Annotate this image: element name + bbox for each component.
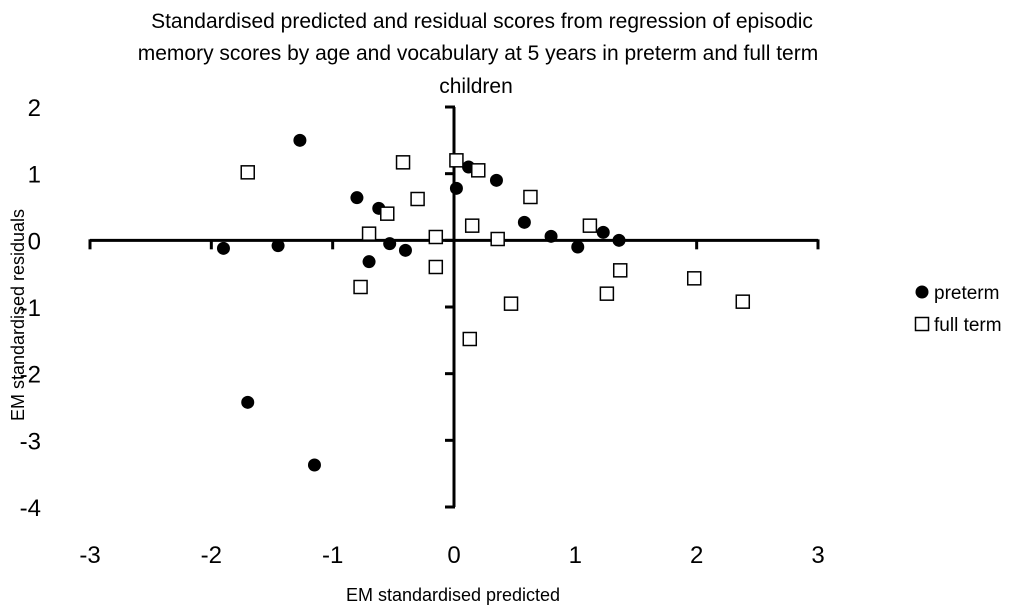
x-tick-label: -1	[322, 542, 343, 569]
x-tick-label: 0	[447, 542, 460, 569]
preterm-point	[398, 243, 412, 257]
chart-title-line-1: Standardised predicted and residual scor…	[151, 10, 813, 33]
x-tick-label: 2	[690, 542, 703, 569]
x-tick-label: -3	[79, 542, 100, 569]
full-term-point	[735, 294, 751, 309]
full-term-point	[462, 331, 478, 347]
legend-preterm-marker	[915, 285, 929, 299]
x-axis-label: EM standardised predicted	[346, 585, 560, 605]
preterm-point	[596, 225, 610, 239]
chart-title-line-3: children	[439, 75, 513, 98]
preterm-point	[383, 237, 397, 251]
y-tick-label: -2	[20, 362, 41, 389]
preterm-point	[489, 173, 503, 187]
x-tick-label: 3	[811, 542, 824, 569]
full-term-point	[380, 206, 395, 221]
full-term-point	[449, 153, 464, 168]
full-term-point	[686, 271, 702, 286]
preterm-point	[271, 239, 285, 253]
full-term-point	[599, 286, 615, 301]
chart-title: Standardised predicted and residual scor…	[138, 10, 818, 98]
full-term-point	[612, 263, 628, 278]
data-points	[216, 133, 751, 472]
preterm-point	[517, 215, 531, 229]
chart-title-line-2: memory scores by age and vocabulary at 5…	[138, 42, 818, 65]
preterm-point	[362, 255, 376, 269]
y-tick-label: 2	[28, 95, 41, 122]
x-tick-label: -2	[201, 542, 222, 569]
y-tick-label: -4	[20, 495, 41, 522]
preterm-point	[449, 181, 463, 195]
full-term-point	[428, 229, 444, 245]
y-tick-label: 1	[28, 162, 41, 189]
preterm-point	[241, 395, 255, 409]
y-tick-labels: 2 1 0 -1 -2 -3 -4	[20, 95, 41, 522]
preterm-point	[216, 241, 230, 255]
x-tick-labels: -3 -2 -1 0 1 2 3	[79, 542, 824, 569]
legend: preterm full term	[914, 283, 1002, 336]
preterm-point	[544, 229, 558, 243]
y-tick-label: -1	[20, 295, 41, 322]
full-term-point	[361, 226, 377, 241]
preterm-point	[293, 133, 307, 147]
full-term-point	[490, 231, 505, 247]
x-tick-label: 1	[569, 542, 582, 569]
full-term-point	[428, 259, 444, 275]
full-term-point	[464, 218, 480, 233]
y-axis-label: EM standardised residuals	[8, 209, 28, 421]
preterm-point	[350, 191, 364, 205]
preterm-point	[612, 233, 626, 247]
legend-preterm-label: preterm	[934, 283, 999, 304]
full-term-point	[582, 218, 598, 233]
full-term-point	[503, 296, 519, 311]
full-term-point	[395, 155, 411, 170]
full-term-point	[410, 191, 425, 207]
legend-full-term-label: full term	[934, 315, 1002, 336]
full-term-point	[353, 279, 368, 295]
full-term-point	[523, 189, 538, 205]
y-tick-label: 0	[28, 228, 41, 255]
preterm-point	[571, 240, 585, 254]
axes	[88, 105, 820, 509]
legend-full-term-marker	[914, 316, 930, 332]
full-term-point	[471, 163, 486, 178]
full-term-point	[240, 165, 255, 180]
preterm-point	[307, 458, 321, 472]
y-tick-label: -3	[20, 428, 41, 455]
